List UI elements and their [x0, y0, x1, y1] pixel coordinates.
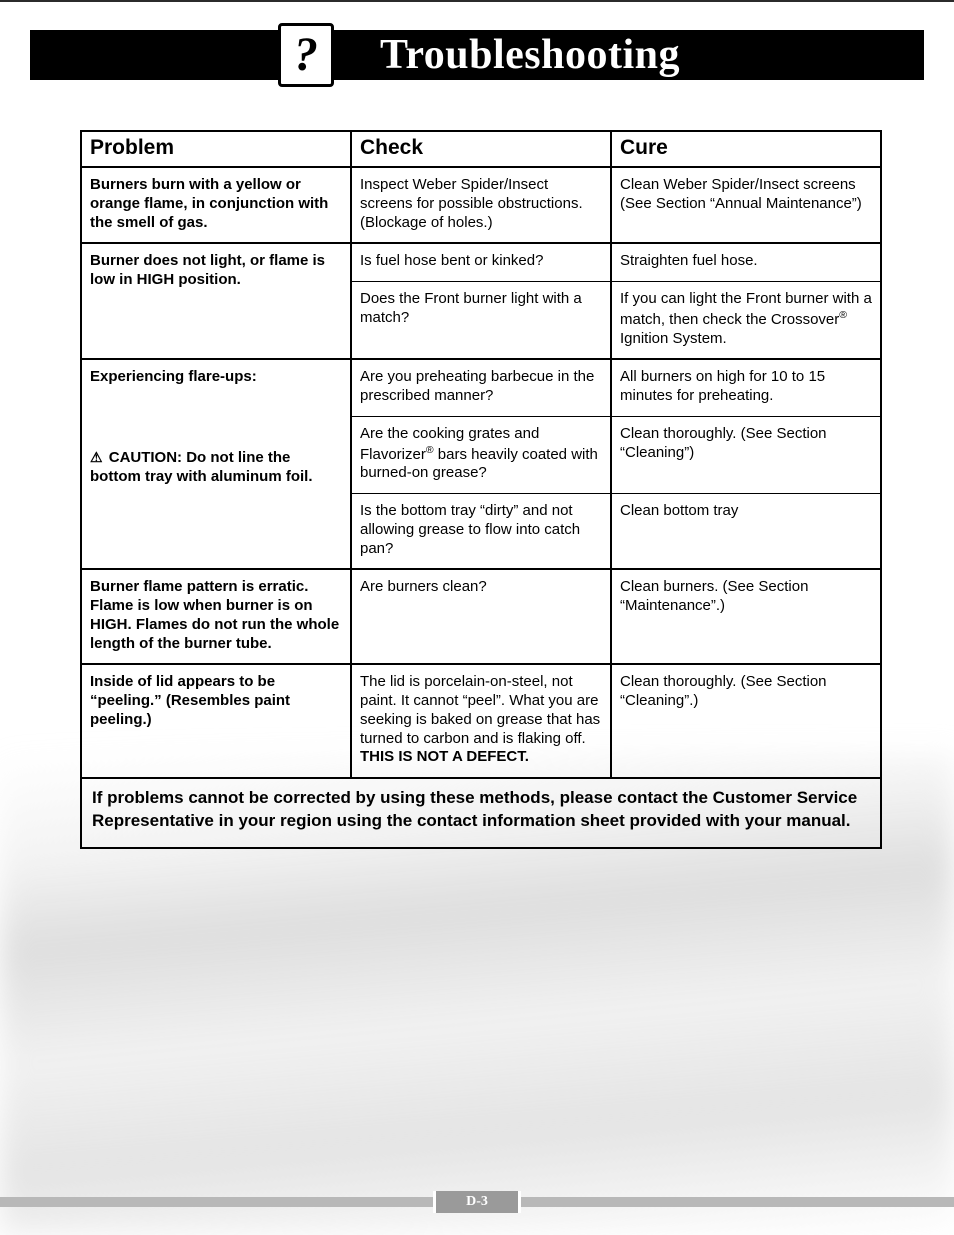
page-title: Troubleshooting: [380, 31, 680, 79]
problem-cell: Burner does not light, or flame is low i…: [81, 243, 351, 359]
cure-cell: All burners on high for 10 to 15 minutes…: [611, 359, 881, 416]
table-row: Burner does not light, or flame is low i…: [81, 243, 881, 281]
check-cell: Are you preheating barbecue in the presc…: [351, 359, 611, 416]
problem-cell: Experiencing flare-ups: ⚠ CAUTION: Do no…: [81, 359, 351, 569]
cure-cell: If you can light the Front burner with a…: [611, 282, 881, 360]
check-cell: Inspect Weber Spider/Insect screens for …: [351, 167, 611, 243]
page-number-tab: D-3: [433, 1191, 521, 1213]
cure-cell: Clean thoroughly. (See Section “Cleaning…: [611, 416, 881, 493]
col-header-problem: Problem: [81, 131, 351, 167]
col-header-check: Check: [351, 131, 611, 167]
table-row: Experiencing flare-ups: ⚠ CAUTION: Do no…: [81, 359, 881, 416]
check-cell: Are the cooking grates and Flavorizer® b…: [351, 416, 611, 493]
problem-text: Experiencing flare-ups:: [90, 368, 257, 385]
caution-note: ⚠ CAUTION: Do not line the bottom tray w…: [90, 449, 342, 487]
caution-text: CAUTION: Do not line the bottom tray wit…: [90, 449, 313, 485]
cure-cell: Clean Weber Spider/Insect screens (See S…: [611, 167, 881, 243]
check-cell: Is fuel hose bent or kinked?: [351, 243, 611, 281]
page-footer: D-3: [0, 1191, 954, 1213]
cure-cell: Clean bottom tray: [611, 494, 881, 570]
problem-cell: Burner flame pattern is erratic. Flame i…: [81, 569, 351, 664]
troubleshooting-table-wrap: Problem Check Cure Burners burn with a y…: [80, 130, 880, 849]
footer-bar-left: [0, 1197, 440, 1207]
cure-cell: Clean burners. (See Section “Maintenance…: [611, 569, 881, 664]
table-footer-row: If problems cannot be corrected by using…: [81, 778, 881, 848]
question-icon: ?: [278, 23, 334, 87]
footer-note: If problems cannot be corrected by using…: [81, 778, 881, 848]
table-row: Burner flame pattern is erratic. Flame i…: [81, 569, 881, 664]
check-cell: Does the Front burner light with a match…: [351, 282, 611, 360]
header-bar: Troubleshooting: [30, 30, 924, 80]
table-header-row: Problem Check Cure: [81, 131, 881, 167]
warning-icon: ⚠: [90, 449, 103, 467]
table-row: Burners burn with a yellow or orange fla…: [81, 167, 881, 243]
top-rule: [0, 0, 954, 2]
footer-bar-right: [514, 1197, 954, 1207]
table-row: Inside of lid appears to be “peeling.” (…: [81, 664, 881, 778]
troubleshooting-table: Problem Check Cure Burners burn with a y…: [80, 130, 882, 849]
problem-cell: Burners burn with a yellow or orange fla…: [81, 167, 351, 243]
check-cell: Is the bottom tray “dirty” and not allow…: [351, 494, 611, 570]
check-cell: The lid is porcelain-on-steel, not paint…: [351, 664, 611, 778]
col-header-cure: Cure: [611, 131, 881, 167]
question-glyph: ?: [294, 31, 318, 79]
cure-cell: Straighten fuel hose.: [611, 243, 881, 281]
cure-cell: Clean thoroughly. (See Section “Cleaning…: [611, 664, 881, 778]
check-cell: Are burners clean?: [351, 569, 611, 664]
problem-cell: Inside of lid appears to be “peeling.” (…: [81, 664, 351, 778]
